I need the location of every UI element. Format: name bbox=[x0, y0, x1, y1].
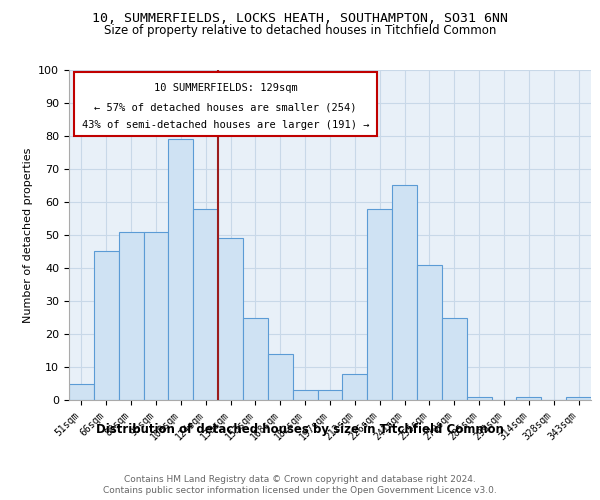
Bar bbox=[367, 208, 392, 400]
Text: 10, SUMMERFIELDS, LOCKS HEATH, SOUTHAMPTON, SO31 6NN: 10, SUMMERFIELDS, LOCKS HEATH, SOUTHAMPT… bbox=[92, 12, 508, 26]
Text: Contains public sector information licensed under the Open Government Licence v3: Contains public sector information licen… bbox=[103, 486, 497, 495]
Bar bbox=[566, 396, 591, 400]
Text: ← 57% of detached houses are smaller (254): ← 57% of detached houses are smaller (25… bbox=[94, 103, 357, 113]
Y-axis label: Number of detached properties: Number of detached properties bbox=[23, 148, 33, 322]
Bar bbox=[193, 208, 218, 400]
Bar bbox=[343, 374, 367, 400]
Bar bbox=[169, 140, 193, 400]
Bar bbox=[417, 264, 442, 400]
Text: 10 SUMMERFIELDS: 129sqm: 10 SUMMERFIELDS: 129sqm bbox=[154, 83, 298, 93]
Bar bbox=[517, 396, 541, 400]
Bar bbox=[119, 232, 143, 400]
Text: 43% of semi-detached houses are larger (191) →: 43% of semi-detached houses are larger (… bbox=[82, 120, 370, 130]
Text: Contains HM Land Registry data © Crown copyright and database right 2024.: Contains HM Land Registry data © Crown c… bbox=[124, 475, 476, 484]
Bar bbox=[442, 318, 467, 400]
Bar bbox=[293, 390, 317, 400]
Bar bbox=[143, 232, 169, 400]
Bar bbox=[94, 252, 119, 400]
Bar bbox=[243, 318, 268, 400]
Bar bbox=[268, 354, 293, 400]
Bar bbox=[218, 238, 243, 400]
Bar bbox=[392, 186, 417, 400]
Text: Distribution of detached houses by size in Titchfield Common: Distribution of detached houses by size … bbox=[96, 422, 504, 436]
Bar bbox=[317, 390, 343, 400]
Bar bbox=[69, 384, 94, 400]
Bar bbox=[467, 396, 491, 400]
FancyBboxPatch shape bbox=[74, 72, 377, 136]
Text: Size of property relative to detached houses in Titchfield Common: Size of property relative to detached ho… bbox=[104, 24, 496, 37]
